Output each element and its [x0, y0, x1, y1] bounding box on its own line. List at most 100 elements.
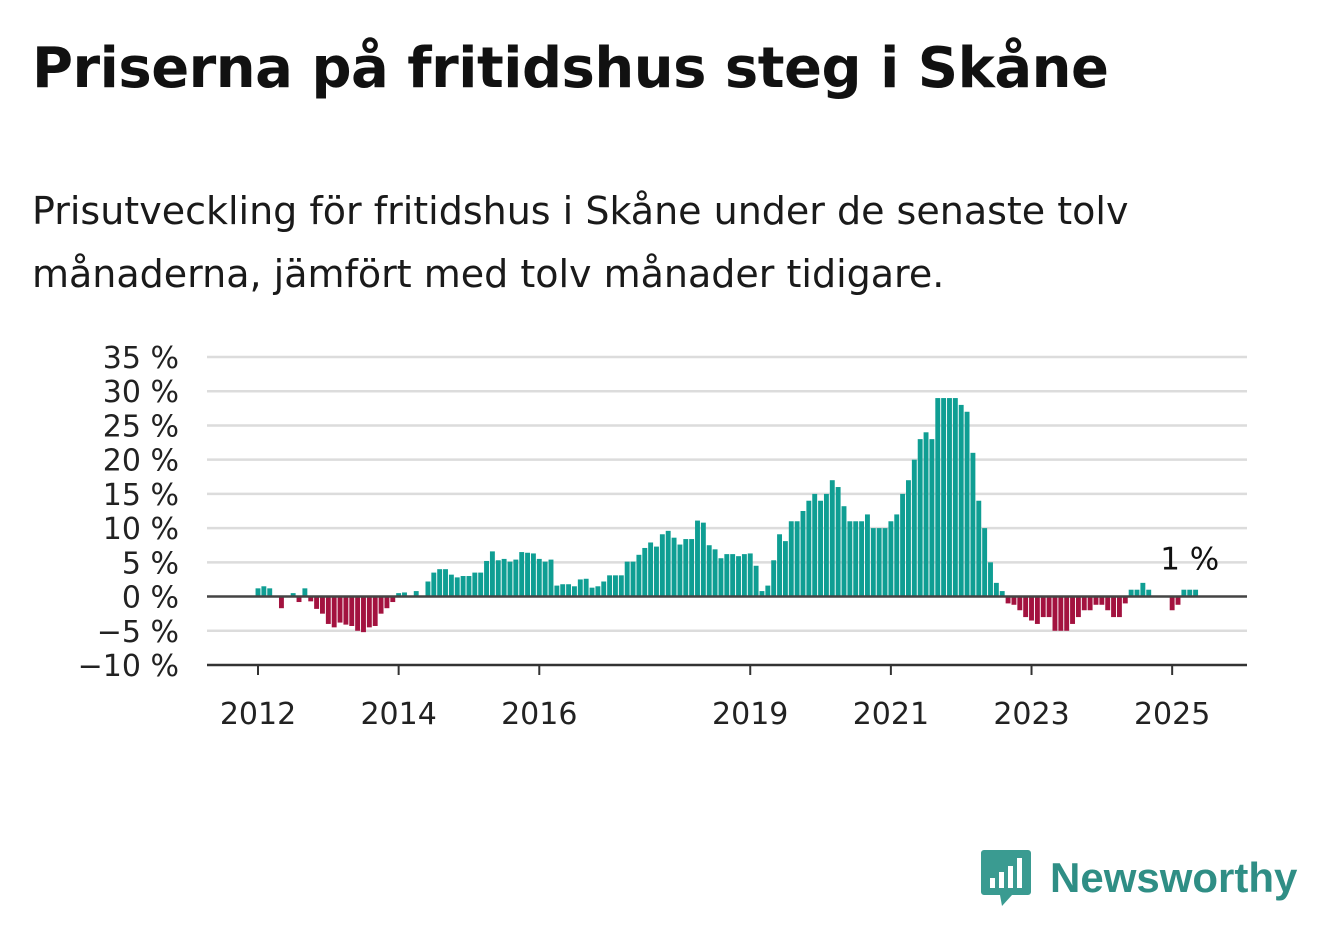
bar — [654, 546, 659, 597]
chart-title: Priserna på fritidshus steg i Skåne — [32, 36, 1109, 101]
bar — [947, 398, 952, 597]
bar — [958, 404, 964, 597]
bar — [583, 578, 589, 597]
bar — [1134, 589, 1140, 597]
bar — [1052, 596, 1058, 631]
bar — [425, 581, 431, 597]
bar — [853, 521, 859, 597]
bar — [542, 561, 548, 597]
y-tick-label: 0 % — [122, 581, 179, 616]
bar — [530, 553, 536, 597]
bar — [894, 514, 900, 597]
bar — [554, 585, 560, 597]
bar — [1140, 582, 1146, 597]
x-tick-label: 2014 — [360, 697, 436, 732]
y-tick-label: −10 % — [78, 649, 179, 684]
bar — [1070, 596, 1075, 624]
grid-lines — [207, 355, 1247, 633]
bar — [718, 558, 724, 597]
bar — [613, 575, 618, 597]
bar — [454, 577, 460, 597]
bar — [548, 559, 554, 597]
bar — [859, 521, 865, 597]
bar — [1175, 596, 1181, 605]
bar — [736, 556, 741, 597]
x-tick-label: 2019 — [712, 697, 788, 732]
bar — [1193, 589, 1199, 597]
bar — [1128, 589, 1134, 597]
bar — [366, 596, 372, 628]
bar — [484, 560, 489, 597]
y-tick-label: 15 % — [103, 478, 179, 513]
bar — [935, 398, 941, 597]
bar — [1017, 596, 1023, 611]
bar — [601, 581, 607, 597]
bar — [671, 537, 677, 597]
bar — [823, 493, 829, 597]
bar — [695, 520, 700, 597]
bar — [595, 586, 601, 597]
bar — [1146, 589, 1152, 597]
bar — [343, 596, 349, 625]
bar — [999, 591, 1005, 597]
bar — [648, 542, 654, 597]
bar — [1099, 596, 1105, 605]
bar — [700, 522, 706, 597]
bar — [402, 592, 407, 597]
bar — [513, 559, 519, 597]
bar — [665, 530, 671, 597]
bar — [566, 584, 572, 597]
bar — [993, 582, 999, 597]
bar — [952, 398, 958, 597]
bar — [712, 549, 718, 597]
bar — [806, 500, 812, 597]
bar — [706, 545, 712, 597]
bar — [431, 572, 437, 597]
bar — [1105, 596, 1111, 611]
y-tick-label: 20 % — [103, 444, 179, 479]
bar — [870, 528, 876, 597]
bar — [788, 521, 794, 597]
bar — [1093, 596, 1099, 605]
bar — [577, 579, 583, 597]
bar — [466, 576, 472, 597]
bars — [255, 398, 1199, 633]
bar — [923, 432, 929, 597]
brand-name: Newsworthy — [1050, 854, 1298, 901]
bar — [378, 596, 384, 614]
bar — [1122, 596, 1128, 604]
bar — [478, 572, 484, 597]
bar — [1034, 596, 1040, 624]
bar — [1169, 596, 1175, 611]
bar — [361, 596, 366, 633]
bar — [519, 552, 525, 597]
bar — [982, 528, 988, 597]
bar — [296, 596, 302, 603]
bar — [1187, 589, 1193, 597]
bar — [320, 596, 325, 614]
bar — [812, 493, 818, 597]
axes — [207, 595, 1247, 675]
bar — [355, 596, 361, 631]
bar — [525, 552, 531, 597]
bar — [278, 596, 284, 609]
bar — [771, 560, 777, 597]
bar — [906, 480, 911, 597]
bar — [495, 560, 501, 597]
y-tick-label: 25 % — [103, 409, 179, 444]
x-tick-label: 2016 — [501, 697, 577, 732]
bar — [1087, 596, 1093, 611]
bar — [818, 500, 824, 597]
bar — [349, 596, 355, 626]
last-value-annotation: 1 % — [1160, 542, 1219, 578]
bar — [443, 569, 448, 597]
y-tick-label: −5 % — [97, 615, 179, 650]
bar — [255, 588, 261, 597]
bar — [659, 534, 665, 597]
bar — [560, 584, 566, 597]
bar — [536, 558, 542, 597]
bar — [864, 514, 870, 597]
bar — [1040, 596, 1046, 618]
bar — [1181, 589, 1187, 597]
bar — [325, 596, 331, 624]
